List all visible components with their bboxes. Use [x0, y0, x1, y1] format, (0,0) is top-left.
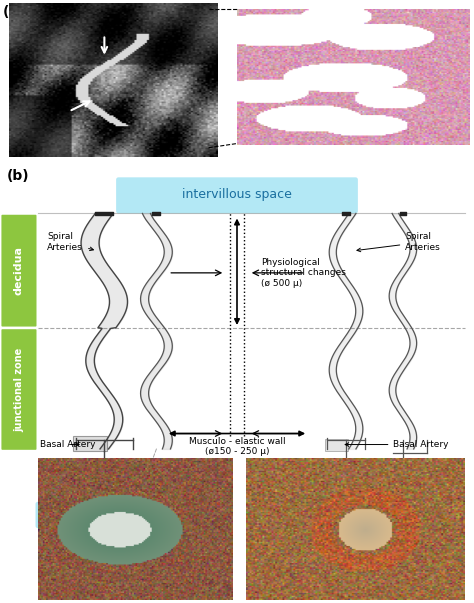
- Text: Basal Artery: Basal Artery: [345, 440, 449, 449]
- Text: Musculo - elastic wall
(ø150 - 250 μ): Musculo - elastic wall (ø150 - 250 μ): [189, 437, 285, 456]
- FancyBboxPatch shape: [1, 329, 36, 450]
- Bar: [325, 439, 348, 451]
- Text: Basal Artery: Basal Artery: [40, 440, 96, 449]
- Text: (a): (a): [2, 5, 25, 19]
- Text: Spiral
Arteries: Spiral Arteries: [357, 232, 441, 251]
- FancyBboxPatch shape: [116, 177, 358, 213]
- FancyBboxPatch shape: [254, 502, 438, 528]
- Text: decidua: decidua: [14, 246, 24, 295]
- Text: preeclampsia / FGR: preeclampsia / FGR: [285, 508, 407, 522]
- Text: intervillous space: intervillous space: [182, 189, 292, 201]
- FancyBboxPatch shape: [36, 502, 220, 528]
- Text: Radial Artery: Radial Artery: [355, 464, 453, 473]
- Text: junctional zone: junctional zone: [14, 347, 24, 432]
- Text: Physiological
structural changes
(ø 500 μ): Physiological structural changes (ø 500 …: [261, 258, 346, 288]
- Text: Radial Artery: Radial Artery: [40, 464, 100, 473]
- Text: (b): (b): [7, 169, 30, 183]
- FancyBboxPatch shape: [1, 215, 36, 327]
- Text: Spiral
Arteries: Spiral Arteries: [47, 232, 93, 251]
- Text: normal pregnancy: normal pregnancy: [71, 508, 185, 522]
- Bar: [73, 436, 107, 451]
